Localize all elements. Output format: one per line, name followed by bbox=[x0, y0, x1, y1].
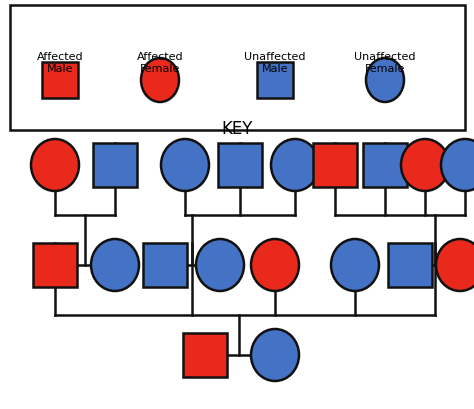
Ellipse shape bbox=[436, 239, 474, 291]
Text: Affected
Male: Affected Male bbox=[36, 52, 83, 74]
FancyBboxPatch shape bbox=[33, 243, 77, 287]
FancyBboxPatch shape bbox=[388, 243, 432, 287]
Ellipse shape bbox=[366, 58, 404, 102]
FancyBboxPatch shape bbox=[10, 5, 465, 130]
Ellipse shape bbox=[141, 58, 179, 102]
Text: Unaffected
Female: Unaffected Female bbox=[354, 52, 416, 74]
FancyBboxPatch shape bbox=[363, 143, 407, 187]
Ellipse shape bbox=[401, 139, 449, 191]
FancyBboxPatch shape bbox=[218, 143, 262, 187]
Ellipse shape bbox=[161, 139, 209, 191]
Ellipse shape bbox=[331, 239, 379, 291]
FancyBboxPatch shape bbox=[257, 62, 293, 98]
FancyBboxPatch shape bbox=[93, 143, 137, 187]
Text: KEY: KEY bbox=[221, 120, 253, 138]
Text: Unaffected
Male: Unaffected Male bbox=[244, 52, 306, 74]
FancyBboxPatch shape bbox=[143, 243, 187, 287]
Text: Affected
Female: Affected Female bbox=[137, 52, 183, 74]
Ellipse shape bbox=[271, 139, 319, 191]
Ellipse shape bbox=[196, 239, 244, 291]
Ellipse shape bbox=[251, 239, 299, 291]
FancyBboxPatch shape bbox=[42, 62, 78, 98]
FancyBboxPatch shape bbox=[313, 143, 357, 187]
Ellipse shape bbox=[31, 139, 79, 191]
FancyBboxPatch shape bbox=[183, 333, 227, 377]
Ellipse shape bbox=[251, 329, 299, 381]
Ellipse shape bbox=[441, 139, 474, 191]
Ellipse shape bbox=[91, 239, 139, 291]
